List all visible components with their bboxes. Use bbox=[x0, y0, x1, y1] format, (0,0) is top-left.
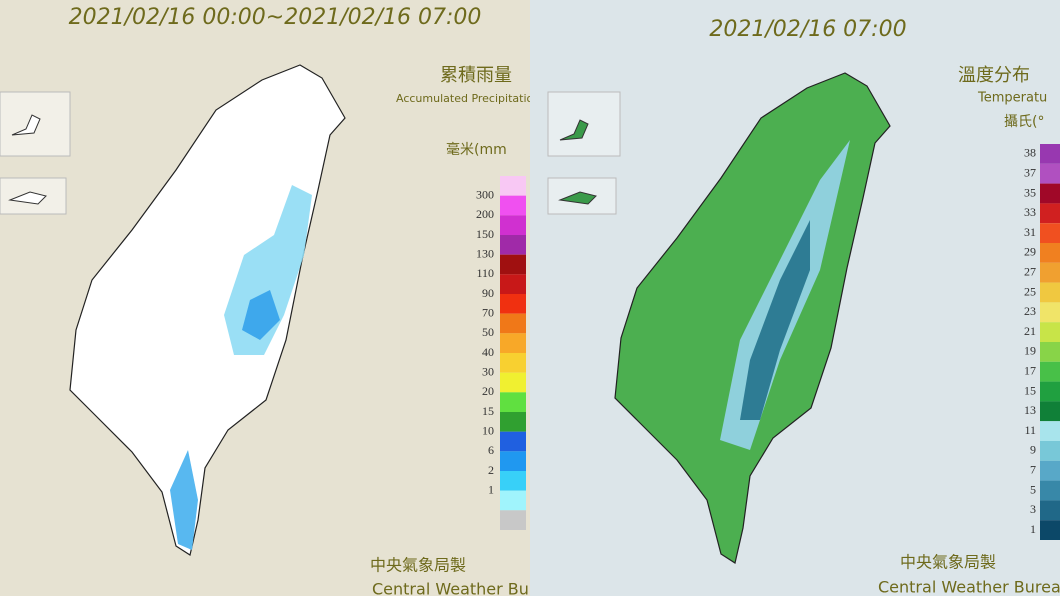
legend-swatch bbox=[1040, 203, 1060, 224]
legend-swatch bbox=[500, 353, 526, 373]
legend-swatch bbox=[1040, 183, 1060, 204]
legend-swatch bbox=[1040, 361, 1060, 382]
legend-swatch bbox=[1040, 480, 1060, 501]
legend-swatch bbox=[500, 215, 526, 235]
legend-swatch bbox=[1040, 223, 1060, 243]
legend-label: 21 bbox=[1024, 324, 1036, 338]
legend-swatch bbox=[1040, 282, 1060, 303]
legend-swatch bbox=[500, 372, 526, 393]
legend-swatch bbox=[1040, 381, 1060, 402]
rain-area bbox=[170, 450, 198, 550]
legend-label: 23 bbox=[1024, 304, 1036, 318]
legend-swatch bbox=[500, 471, 526, 491]
legend-label: 2 bbox=[488, 463, 494, 477]
legend-swatch bbox=[1040, 262, 1060, 283]
legend-swatch bbox=[500, 313, 526, 334]
legend-label: 150 bbox=[476, 227, 494, 241]
legend-unit: 毫米(mm bbox=[446, 141, 507, 158]
rain-area bbox=[242, 290, 280, 340]
legend-label: 15 bbox=[1024, 383, 1036, 397]
legend-label: 20 bbox=[482, 384, 494, 398]
legend-swatch bbox=[1040, 302, 1060, 323]
legend-label: 90 bbox=[482, 286, 494, 300]
legend-swatch bbox=[1040, 243, 1060, 263]
legend-swatch bbox=[500, 490, 526, 511]
legend-swatch bbox=[500, 333, 526, 353]
legend-swatch bbox=[500, 235, 526, 255]
right-map bbox=[547, 72, 891, 564]
mountain-zone bbox=[740, 220, 810, 420]
rain-area bbox=[224, 185, 312, 355]
legend-label: 17 bbox=[1024, 363, 1036, 377]
legend-swatch bbox=[1040, 144, 1060, 164]
legend-label: 9 bbox=[1030, 443, 1036, 457]
legend-label: 27 bbox=[1024, 264, 1036, 278]
legend-label: 130 bbox=[476, 246, 494, 260]
legend-swatch bbox=[500, 254, 526, 275]
legend-label: 38 bbox=[1024, 146, 1036, 160]
island bbox=[8, 114, 47, 205]
legend-label: 25 bbox=[1024, 284, 1036, 298]
left-panel: 2021/02/16 00:00~2021/02/16 07:00 累積雨量 A… bbox=[69, 5, 565, 596]
legend-label: 10 bbox=[482, 423, 494, 437]
legend-swatch bbox=[500, 176, 526, 196]
legend-swatch bbox=[500, 392, 526, 412]
legend-label: 15 bbox=[482, 404, 494, 418]
legend-swatch bbox=[500, 510, 526, 530]
legend-label: 5 bbox=[1030, 482, 1036, 496]
map-title: 2021/02/16 00:00~2021/02/16 07:00 bbox=[69, 5, 482, 30]
legend-label: 6 bbox=[488, 443, 494, 457]
legend-label: 1 bbox=[488, 482, 494, 496]
legend-label: 29 bbox=[1024, 245, 1036, 259]
legend-label: 30 bbox=[482, 364, 494, 378]
footer-en: Central Weather Bureau bbox=[878, 578, 1060, 596]
legend-swatch bbox=[1040, 342, 1060, 362]
legend-title: 溫度分布 bbox=[958, 65, 1030, 86]
footer: 中央氣象局製 bbox=[900, 553, 996, 572]
legend-label: 13 bbox=[1024, 403, 1036, 417]
legend-swatch bbox=[500, 412, 526, 432]
legend-label: 7 bbox=[1030, 462, 1036, 476]
legend-swatch bbox=[1040, 421, 1060, 441]
footer-en: Central Weather Bureau bbox=[372, 580, 565, 596]
legend-swatch bbox=[1040, 322, 1060, 342]
legend-subtitle: Accumulated Precipitation bbox=[396, 92, 540, 105]
legend-label: 200 bbox=[476, 207, 494, 221]
legend-swatch bbox=[1040, 460, 1060, 481]
legend-label: 300 bbox=[476, 187, 494, 201]
legend-label: 50 bbox=[482, 325, 494, 339]
footer: 中央氣象局製 bbox=[370, 556, 466, 575]
legend-subtitle: Temperatu bbox=[977, 91, 1047, 106]
left-map bbox=[0, 64, 346, 556]
legend-label: 1 bbox=[1030, 522, 1036, 536]
map-title: 2021/02/16 07:00 bbox=[709, 17, 906, 42]
legend-label: 33 bbox=[1024, 205, 1036, 219]
legend-swatch bbox=[500, 274, 526, 294]
legend-unit: 攝氏(° bbox=[1004, 114, 1044, 130]
legend-label: 37 bbox=[1024, 165, 1036, 179]
legend-swatch bbox=[1040, 500, 1060, 521]
legend-swatch bbox=[500, 195, 526, 216]
legend-swatch bbox=[500, 431, 526, 452]
legend-swatch bbox=[1040, 520, 1060, 540]
legend-label: 11 bbox=[1024, 423, 1036, 437]
legend-title: 累積雨量 bbox=[440, 65, 512, 86]
legend-label: 40 bbox=[482, 345, 494, 359]
right-panel: 2021/02/16 07:00 溫度分布 Temperatu 攝氏(° 中央氣… bbox=[709, 17, 1060, 596]
legend-label: 70 bbox=[482, 305, 494, 319]
legend-label: 110 bbox=[476, 266, 494, 280]
legend-swatch bbox=[500, 294, 526, 314]
legend-swatch bbox=[1040, 401, 1060, 422]
legend-label: 31 bbox=[1024, 225, 1036, 239]
legend-label: 19 bbox=[1024, 344, 1036, 358]
legend-swatch bbox=[1040, 441, 1060, 461]
legend-label: 35 bbox=[1024, 185, 1036, 199]
legend-swatch bbox=[500, 451, 526, 471]
legend-swatch bbox=[1040, 163, 1060, 184]
legend-label: 3 bbox=[1030, 502, 1036, 516]
island bbox=[558, 119, 597, 205]
